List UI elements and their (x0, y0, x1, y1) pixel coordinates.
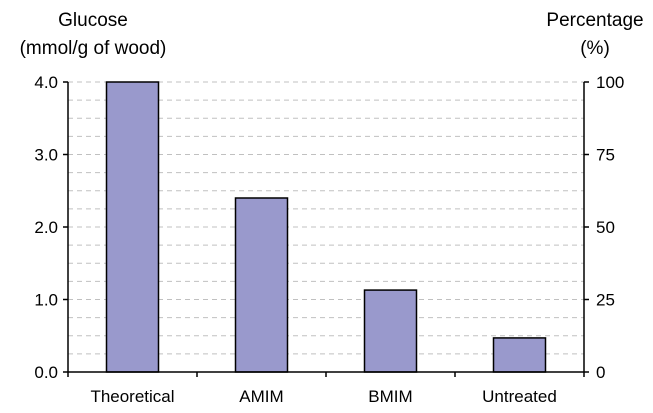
right-tick-label: 25 (596, 291, 615, 310)
left-tick-label: 1.0 (34, 291, 58, 310)
left-tick-label: 2.0 (34, 218, 58, 237)
bar-untreated (492, 337, 547, 373)
left-tick-label: 0.0 (34, 363, 58, 382)
right-tick-label: 100 (596, 73, 624, 92)
right-tick-label: 75 (596, 146, 615, 165)
left-tick-label: 4.0 (34, 73, 58, 92)
bar-theoretical (105, 81, 160, 373)
bar-bmim (363, 289, 418, 373)
x-tick-label: Untreated (482, 387, 557, 406)
right-axis-title-line-2: (%) (580, 38, 610, 59)
ticks: Theoretical AMIM BMIM Untreated 0.0 1.0 2.0 3.0… (34, 73, 624, 406)
left-axis-title-line-1: Glucose (58, 10, 128, 31)
right-axis-title-line-1: Percentage (546, 10, 643, 31)
left-axis-title-line-2: (mmol/g of wood) (20, 38, 167, 59)
right-tick-label: 0 (596, 363, 605, 382)
left-tick-label: 3.0 (34, 146, 58, 165)
x-tick-label: Theoretical (90, 387, 174, 406)
right-tick-label: 50 (596, 218, 615, 237)
bar-amim (234, 197, 289, 373)
x-tick-label: BMIM (368, 387, 412, 406)
x-tick-label: AMIM (239, 387, 283, 406)
bars (105, 81, 547, 373)
